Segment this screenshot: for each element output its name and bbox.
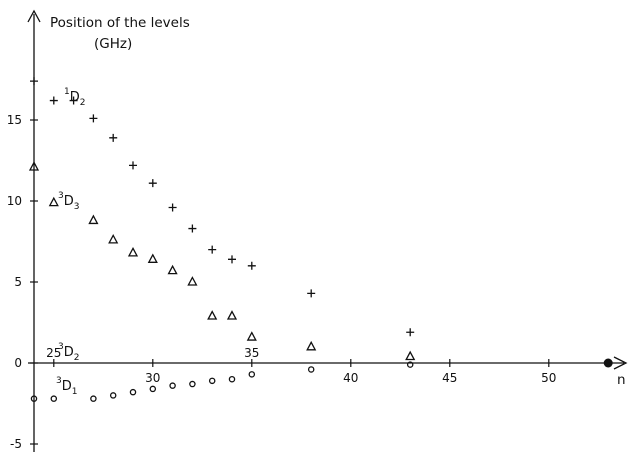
plus-point xyxy=(148,179,157,188)
y-axis xyxy=(27,9,41,452)
x-axis-label: n xyxy=(617,372,626,388)
triangle-point xyxy=(28,161,40,171)
triangle-point xyxy=(108,233,119,244)
data-marks xyxy=(28,77,416,402)
plus-point xyxy=(307,289,316,298)
circle-point xyxy=(208,377,216,385)
plus-point xyxy=(109,133,118,142)
triangle-point xyxy=(246,331,257,341)
series-label-3d1: 3D1 xyxy=(56,376,77,397)
circle-point xyxy=(50,395,58,402)
triangle-point xyxy=(207,310,218,320)
triangle-point xyxy=(226,310,238,320)
y-ticks: -5 0 5 10 15 xyxy=(7,113,38,451)
x-tick-label: 45 xyxy=(442,371,457,385)
plus-point xyxy=(188,224,197,233)
y-tick-label: -5 xyxy=(10,437,22,451)
x-tick-label: 30 xyxy=(145,371,160,385)
series-label-1d2: 1D2 xyxy=(64,87,85,108)
chart-title: Position of the levels xyxy=(50,15,190,31)
circle-point xyxy=(30,395,38,402)
y-tick-label: 0 xyxy=(14,356,22,370)
x-tick-label: 35 xyxy=(244,346,259,360)
plus-point xyxy=(168,203,177,212)
x-tick-label: 40 xyxy=(343,371,358,385)
y-axis-label: (GHz) xyxy=(94,36,132,52)
x-tick-label: 25 xyxy=(46,346,61,360)
y-tick-label: 15 xyxy=(7,113,22,127)
plus-point xyxy=(406,328,415,337)
triangle-point xyxy=(306,340,317,351)
triangle-point xyxy=(48,196,59,207)
plus-point xyxy=(129,161,137,170)
circle-point xyxy=(129,388,137,396)
triangle-point xyxy=(405,350,416,361)
triangle-point xyxy=(88,214,99,225)
circle-point xyxy=(149,385,157,393)
plus-point xyxy=(228,255,236,264)
triangle-point xyxy=(127,246,139,257)
x-axis xyxy=(28,356,628,370)
circle-point xyxy=(189,380,196,388)
y-tick-label: 5 xyxy=(14,275,22,289)
plus-point xyxy=(89,114,98,123)
circle-point xyxy=(90,395,97,402)
plus-point xyxy=(49,96,58,105)
circle-point xyxy=(228,375,236,383)
circle-point xyxy=(248,371,256,378)
circle-point xyxy=(307,366,315,373)
series-labels: 1D2 3D3 3D2 3D1 xyxy=(56,87,85,397)
circle-point xyxy=(169,382,176,389)
plus-point xyxy=(69,96,78,105)
circle-point xyxy=(109,392,117,399)
triangle-point xyxy=(167,264,178,275)
plus-point xyxy=(208,245,217,254)
y-tick-label: 10 xyxy=(7,194,22,208)
plus-point xyxy=(30,77,38,86)
y-axis-arrow xyxy=(27,9,41,23)
x-ticks: 25 30 35 40 45 50 xyxy=(46,346,556,385)
plus-point xyxy=(247,261,256,270)
triangle-point xyxy=(187,276,198,286)
triangle-point xyxy=(147,253,158,263)
x-axis-end-dot xyxy=(603,358,613,368)
x-axis-arrow xyxy=(613,356,628,370)
x-tick-label: 50 xyxy=(541,371,556,385)
circle-point xyxy=(406,361,414,368)
series-label-3d3: 3D3 xyxy=(58,191,79,212)
series-label-3d2: 3D2 xyxy=(58,342,79,363)
